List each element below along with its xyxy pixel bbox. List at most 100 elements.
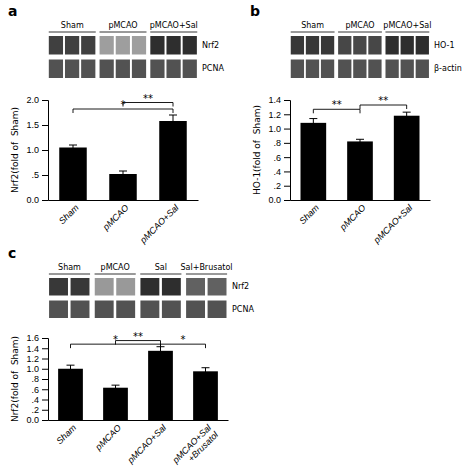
bar: [109, 174, 137, 200]
figure: aShampMCAOpMCAO+SalNrf2PCNA0.0.51.01.52.…: [0, 0, 474, 476]
x-tick: Sham: [297, 200, 321, 226]
blot-band: [116, 36, 130, 55]
blot-band: [162, 301, 181, 319]
y-tick-label: .2: [273, 181, 281, 191]
blot-band: [183, 60, 197, 79]
y-tick-mark: [42, 100, 48, 101]
x-tick-label-line: Sham: [54, 422, 78, 446]
blot-group-underline: [338, 32, 382, 33]
blot-row-label: PCNA: [202, 64, 224, 73]
x-tick-label-line: pMCAO: [100, 203, 130, 233]
blot-group-label: pMCAO+Sal: [383, 21, 431, 30]
blot: ShampMCAOSalSal+BrusatolNrf2PCNA: [49, 263, 254, 318]
blot-band: [208, 301, 227, 319]
error-bar-line: [69, 145, 77, 150]
blot-band: [150, 36, 164, 55]
y-tick-mark: [42, 400, 48, 401]
y-tick: .5: [31, 170, 48, 180]
blot-group-underline: [291, 32, 335, 33]
blot-row-label: β-actin: [434, 64, 462, 73]
blot-group-label: Sham: [58, 263, 81, 272]
blot-band: [49, 278, 68, 296]
significance-label: **: [143, 93, 153, 104]
blot-band: [338, 60, 351, 79]
significance-label: **: [378, 95, 388, 106]
blot-group-underline: [49, 32, 96, 33]
y-tick-label: 0.0: [26, 415, 39, 425]
y-tick-label: .4: [31, 395, 39, 405]
x-tick: pMCAO: [93, 420, 123, 453]
y-tick-mark: [284, 157, 290, 158]
blot-band: [116, 301, 135, 319]
panel: bShampMCAOpMCAO+SalHO-1β-actin0.0.2.4.6.…: [250, 3, 462, 246]
error-bar-line: [112, 385, 120, 390]
error-bar: [69, 145, 77, 150]
error-bar: [356, 139, 364, 143]
blot-band: [140, 278, 159, 296]
y-tick-mark: [42, 125, 48, 126]
y-tick: .8: [273, 138, 290, 148]
blot-band: [291, 36, 304, 55]
panel-label: a: [8, 3, 17, 19]
blot-band: [401, 36, 414, 55]
y-tick-mark: [284, 200, 290, 201]
blot-band: [416, 60, 429, 79]
blot-band: [49, 60, 63, 79]
blot-band: [71, 301, 90, 319]
x-tick-label-line: pMCAO+Sal: [125, 422, 169, 466]
blot-band: [49, 36, 63, 55]
x-tick-label: pMCAO: [93, 423, 123, 453]
y-tick-label: 0.0: [268, 195, 281, 205]
x-tick-label-line: pMCAO: [337, 203, 367, 233]
y-tick: 0.0: [26, 195, 48, 205]
y-tick: .4: [31, 395, 48, 405]
blot-group-label: Sham: [61, 21, 84, 30]
error-bar: [403, 112, 411, 119]
x-tick-label: Sham: [54, 422, 78, 446]
x-axis: ShampMCAOpMCAO+Sal: [291, 200, 431, 246]
significance-label: *: [181, 334, 186, 345]
x-tick-label-line: pMCAO+Sal: [137, 202, 181, 246]
error-bar: [169, 115, 177, 127]
x-axis: ShampMCAOpMCAO+SalpMCAO+Sal+Brusatol: [49, 420, 229, 473]
y-tick-mark: [42, 410, 48, 411]
blot-band: [208, 278, 227, 296]
y-tick: 1.0: [26, 364, 48, 374]
y-tick-label: .5: [31, 170, 39, 180]
y-tick-label: .4: [273, 167, 281, 177]
error-bar-line: [67, 365, 75, 372]
error-bar-line: [403, 112, 411, 119]
x-tick-label: pMCAO: [100, 203, 130, 233]
blot-band: [132, 36, 146, 55]
y-tick-label: 1.0: [26, 364, 39, 374]
error-bar-line: [356, 139, 364, 143]
blot-band: [81, 60, 95, 79]
blot-band: [100, 36, 114, 55]
blot: ShampMCAOpMCAO+SalHO-1β-actin: [291, 21, 462, 78]
bar: [159, 121, 187, 200]
blot-group-label: Sham: [301, 21, 324, 30]
blot-band: [385, 36, 398, 55]
blot-group-label: pMCAO+Sal: [150, 21, 198, 30]
blot-band: [100, 60, 114, 79]
bar: [148, 351, 173, 420]
y-tick-mark: [42, 150, 48, 151]
y-tick-label: .8: [31, 374, 39, 384]
x-tick-label: pMCAO+Sal: [125, 422, 169, 466]
blot-band: [183, 36, 197, 55]
error-bar: [202, 368, 210, 375]
y-tick-label: 1.5: [26, 120, 39, 130]
panel-label: b: [250, 3, 260, 19]
blot-band: [321, 36, 334, 55]
y-tick-mark: [42, 389, 48, 390]
blot-group-underline: [95, 274, 136, 275]
y-tick-label: .6: [31, 385, 39, 395]
x-tick-label-line: pMCAO: [93, 423, 123, 453]
blot-band: [140, 301, 159, 319]
y-tick-mark: [42, 379, 48, 380]
blot-band: [95, 301, 114, 319]
y-tick: .2: [273, 181, 290, 191]
y-tick-label: 1.6: [26, 333, 39, 343]
panel: cShampMCAOSalSal+BrusatolNrf2PCNA0.0.2.4…: [8, 245, 254, 473]
x-tick-label: pMCAO+Sal: [137, 202, 181, 246]
